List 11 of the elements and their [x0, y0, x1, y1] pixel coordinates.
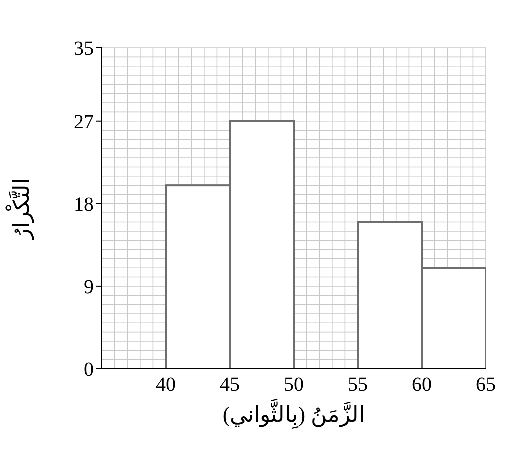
x-tick-label: 40 — [156, 374, 176, 396]
y-tick-label: 0 — [84, 359, 94, 382]
x-tick-label: 45 — [220, 374, 240, 396]
y-tick-label: 9 — [84, 276, 94, 299]
y-tick-label: 27 — [74, 111, 94, 134]
y-tick-label: 35 — [74, 38, 94, 60]
x-tick-label: 55 — [348, 374, 368, 396]
x-tick-label: 50 — [284, 374, 304, 396]
x-tick-label: 60 — [412, 374, 432, 396]
x-tick-label: 65 — [476, 374, 496, 396]
y-tick-label: 18 — [74, 194, 94, 216]
